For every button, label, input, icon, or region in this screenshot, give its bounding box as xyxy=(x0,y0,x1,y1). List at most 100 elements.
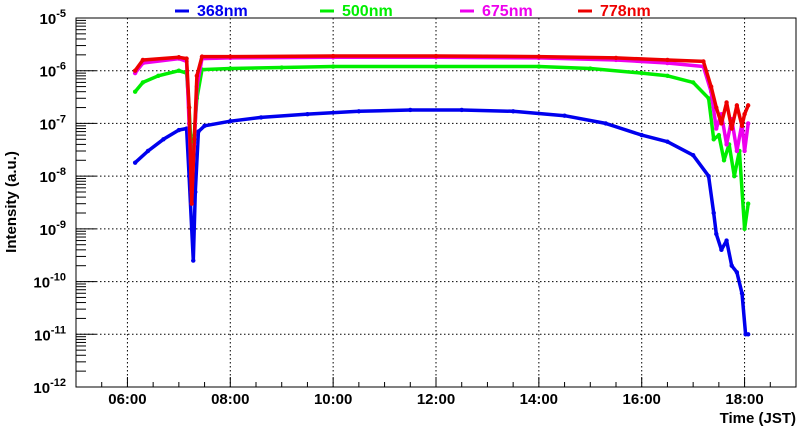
data-point xyxy=(734,148,740,154)
legend-entry-500nm: 500nm xyxy=(320,3,393,20)
y-tick-label: 10-5 xyxy=(40,8,66,28)
data-point xyxy=(433,53,439,59)
data-point xyxy=(196,129,201,134)
x-tick-label: 12:00 xyxy=(417,391,455,408)
y-tick-label: 10-7 xyxy=(40,113,66,133)
data-point xyxy=(330,64,336,69)
data-point xyxy=(724,100,729,105)
data-point xyxy=(408,107,413,113)
data-point xyxy=(132,68,138,73)
data-point xyxy=(459,107,464,113)
data-point xyxy=(665,60,670,66)
data-point xyxy=(145,148,151,154)
data-point xyxy=(536,54,542,59)
data-point xyxy=(706,173,711,179)
data-point xyxy=(742,148,747,154)
data-point xyxy=(745,121,751,126)
data-point xyxy=(639,132,644,138)
data-point xyxy=(161,137,166,142)
data-point xyxy=(132,89,138,94)
data-point xyxy=(714,231,719,237)
data-point xyxy=(745,103,751,108)
legend-entry-368nm: 368nm xyxy=(175,3,248,20)
data-point xyxy=(734,270,740,275)
data-point xyxy=(711,137,716,142)
legend-label: 368nm xyxy=(197,3,248,20)
data-point xyxy=(745,332,751,337)
data-point xyxy=(588,66,593,71)
data-point xyxy=(562,113,567,118)
data-point xyxy=(228,119,233,124)
data-point xyxy=(729,126,734,131)
data-point xyxy=(706,96,711,101)
data-point xyxy=(191,258,196,263)
data-point xyxy=(745,201,751,206)
data-point xyxy=(613,55,619,61)
x-tick-label: 06:00 xyxy=(108,391,146,408)
data-point xyxy=(711,210,716,216)
data-point xyxy=(202,123,207,129)
data-point xyxy=(192,137,197,142)
x-tick-label: 14:00 xyxy=(520,391,558,408)
data-point xyxy=(199,54,205,59)
data-point xyxy=(742,226,747,232)
data-point xyxy=(701,59,706,64)
data-point xyxy=(132,160,138,165)
legend-label: 675nm xyxy=(482,3,533,20)
x-tick-label: 08:00 xyxy=(211,391,249,408)
y-tick-label: 10-10 xyxy=(33,272,66,292)
data-point xyxy=(189,226,194,232)
data-point xyxy=(140,57,146,63)
data-point xyxy=(716,132,722,138)
y-tick-label: 10-12 xyxy=(33,377,66,397)
y-tick-label: 10-6 xyxy=(40,61,66,81)
data-point xyxy=(714,105,719,110)
y-tick-label: 10-11 xyxy=(34,324,66,344)
data-point xyxy=(258,115,264,120)
legend: 368nm 500nm 675nm 778nm xyxy=(175,3,651,20)
data-point xyxy=(690,80,696,85)
data-point xyxy=(189,201,194,206)
series-line xyxy=(133,108,749,337)
data-point xyxy=(176,127,182,133)
series-500nm xyxy=(132,64,751,232)
y-tick-label: 10-8 xyxy=(40,166,66,186)
y-tick-label: 10-9 xyxy=(40,219,66,239)
data-point xyxy=(721,158,727,163)
data-point xyxy=(708,84,714,89)
data-point xyxy=(510,109,516,114)
y-axis-label: Intensity (a.u.) xyxy=(3,151,20,253)
data-point xyxy=(665,57,670,63)
data-point xyxy=(228,66,233,71)
data-point xyxy=(724,142,729,147)
data-point xyxy=(729,263,734,268)
series-layer xyxy=(132,53,751,337)
data-point xyxy=(176,55,182,60)
x-tick-label: 16:00 xyxy=(623,391,661,408)
data-point xyxy=(732,173,737,179)
data-point xyxy=(305,111,310,117)
data-point xyxy=(719,247,724,253)
data-point xyxy=(186,105,192,110)
series-368nm xyxy=(132,107,751,337)
data-point xyxy=(719,121,724,126)
data-point xyxy=(279,65,284,70)
data-point xyxy=(742,111,747,117)
data-point xyxy=(724,238,729,243)
series-line xyxy=(133,55,750,194)
data-point xyxy=(665,139,670,144)
data-point xyxy=(603,121,608,126)
legend-entry-778nm: 778nm xyxy=(578,3,651,20)
data-point xyxy=(739,123,745,129)
data-point xyxy=(639,70,644,76)
x-tick-label: 10:00 xyxy=(314,391,352,408)
data-point xyxy=(184,56,189,61)
data-point xyxy=(739,291,745,296)
data-point xyxy=(176,68,182,73)
series-line xyxy=(133,54,750,206)
legend-label: 500nm xyxy=(342,3,393,20)
data-point xyxy=(156,73,161,79)
series-778nm xyxy=(132,53,751,206)
data-point xyxy=(714,126,719,131)
